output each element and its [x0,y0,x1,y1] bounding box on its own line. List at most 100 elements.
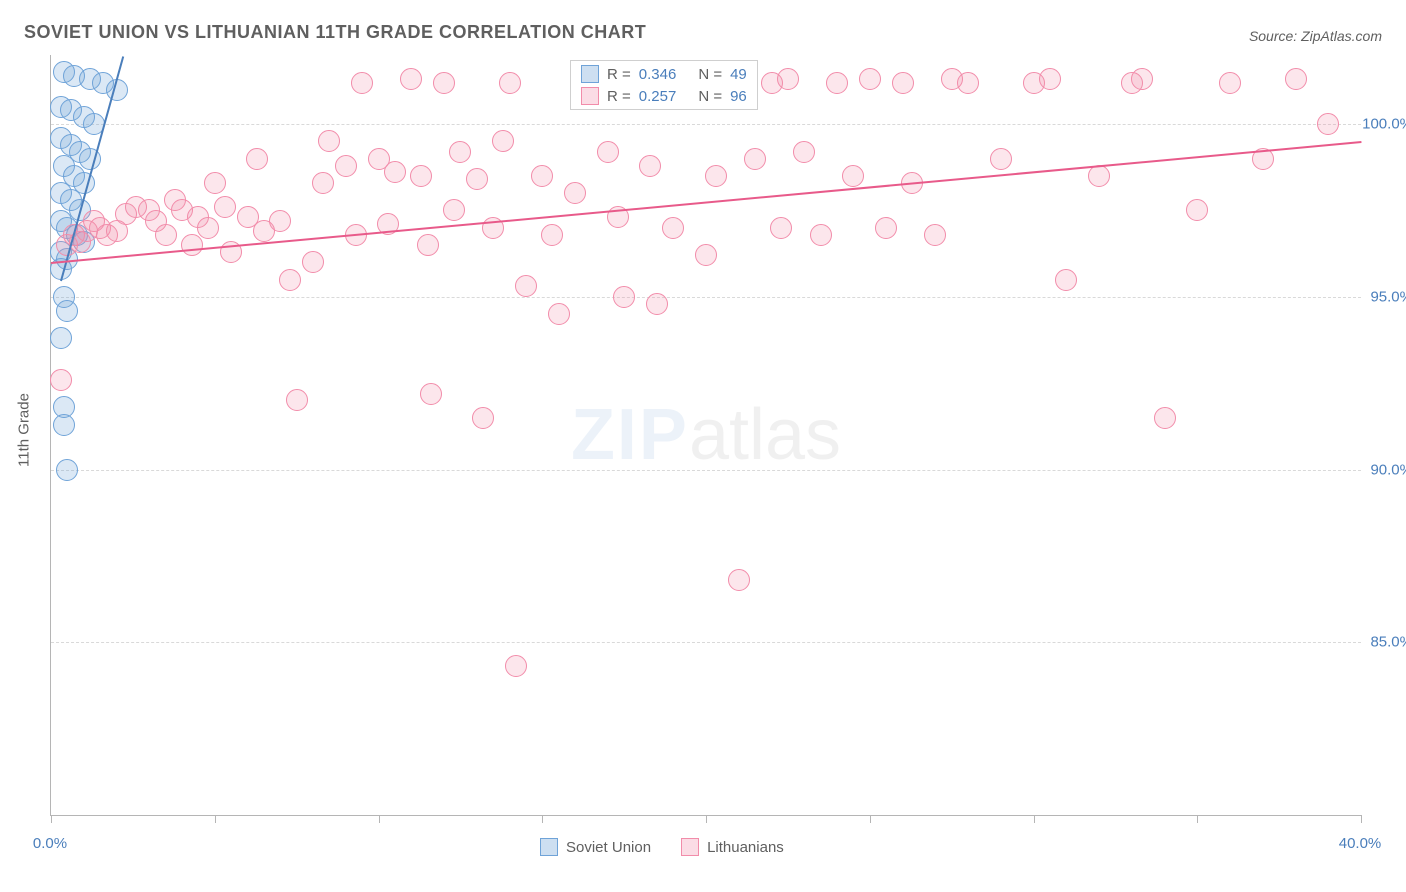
point-soviet [56,300,78,322]
legend-stats: R = 0.346 N = 49 R = 0.257 N = 96 [570,60,758,110]
point-soviet [56,459,78,481]
point-soviet [50,327,72,349]
point-lithuanian [924,224,946,246]
point-lithuanian [410,165,432,187]
point-lithuanian [1055,269,1077,291]
point-lithuanian [990,148,1012,170]
point-lithuanian [892,72,914,94]
point-lithuanian [705,165,727,187]
source-label: Source: ZipAtlas.com [1249,28,1382,44]
watermark-atlas: atlas [689,395,841,475]
point-lithuanian [531,165,553,187]
point-lithuanian [420,383,442,405]
point-lithuanian [433,72,455,94]
legend-r-value: 0.257 [639,88,677,105]
point-lithuanian [695,244,717,266]
point-lithuanian [214,196,236,218]
x-tick [1361,815,1362,823]
point-lithuanian [1154,407,1176,429]
point-lithuanian [204,172,226,194]
point-lithuanian [1131,68,1153,90]
point-lithuanian [662,217,684,239]
watermark: ZIPatlas [571,394,841,476]
point-lithuanian [417,234,439,256]
point-lithuanian [842,165,864,187]
point-lithuanian [197,217,219,239]
point-lithuanian [770,217,792,239]
legend-label: Soviet Union [566,839,651,856]
legend-swatch [681,838,699,856]
scatter-plot: ZIPatlas 85.0%90.0%95.0%100.0% [50,55,1361,816]
point-lithuanian [744,148,766,170]
y-tick-label: 100.0% [1353,116,1406,133]
x-tick-label-left: 0.0% [33,835,67,852]
point-lithuanian [728,569,750,591]
point-lithuanian [957,72,979,94]
point-lithuanian [335,155,357,177]
point-lithuanian [443,199,465,221]
point-lithuanian [400,68,422,90]
point-lithuanian [875,217,897,239]
gridline [51,297,1361,298]
point-lithuanian [1219,72,1241,94]
point-lithuanian [859,68,881,90]
point-lithuanian [286,389,308,411]
point-lithuanian [279,269,301,291]
point-lithuanian [646,293,668,315]
point-lithuanian [793,141,815,163]
point-lithuanian [351,72,373,94]
point-lithuanian [384,161,406,183]
point-lithuanian [1039,68,1061,90]
legend-r-value: 0.346 [639,66,677,83]
point-lithuanian [472,407,494,429]
x-tick [706,815,707,823]
legend-n-value: 96 [730,88,747,105]
point-lithuanian [1186,199,1208,221]
legend-swatch [540,838,558,856]
y-tick-label: 90.0% [1353,461,1406,478]
point-lithuanian [318,130,340,152]
chart-title: SOVIET UNION VS LITHUANIAN 11TH GRADE CO… [24,22,646,43]
x-tick [51,815,52,823]
legend-n-label: N = [698,88,722,105]
point-lithuanian [181,234,203,256]
point-lithuanian [1088,165,1110,187]
legend-item: Lithuanians [681,838,784,856]
point-lithuanian [246,148,268,170]
point-lithuanian [505,655,527,677]
point-lithuanian [777,68,799,90]
legend-n-value: 49 [730,66,747,83]
legend-r-label: R = [607,66,631,83]
x-tick-label-right: 40.0% [1339,835,1382,852]
legend-stat-row: R = 0.346 N = 49 [571,63,757,85]
point-lithuanian [515,275,537,297]
x-tick [1197,815,1198,823]
point-lithuanian [597,141,619,163]
point-lithuanian [639,155,661,177]
point-lithuanian [499,72,521,94]
point-lithuanian [1285,68,1307,90]
y-tick-label: 95.0% [1353,288,1406,305]
gridline [51,642,1361,643]
point-lithuanian [269,210,291,232]
point-lithuanian [541,224,563,246]
watermark-zip: ZIP [571,395,689,475]
x-tick [542,815,543,823]
x-tick [379,815,380,823]
legend-bottom: Soviet Union Lithuanians [540,838,784,856]
point-lithuanian [466,168,488,190]
gridline [51,124,1361,125]
legend-swatch [581,87,599,105]
point-lithuanian [810,224,832,246]
point-lithuanian [155,224,177,246]
y-tick-label: 85.0% [1353,634,1406,651]
point-lithuanian [613,286,635,308]
point-lithuanian [1317,113,1339,135]
x-tick [215,815,216,823]
legend-r-label: R = [607,88,631,105]
point-soviet [53,414,75,436]
legend-n-label: N = [698,66,722,83]
point-lithuanian [492,130,514,152]
legend-stat-row: R = 0.257 N = 96 [571,85,757,107]
point-lithuanian [548,303,570,325]
